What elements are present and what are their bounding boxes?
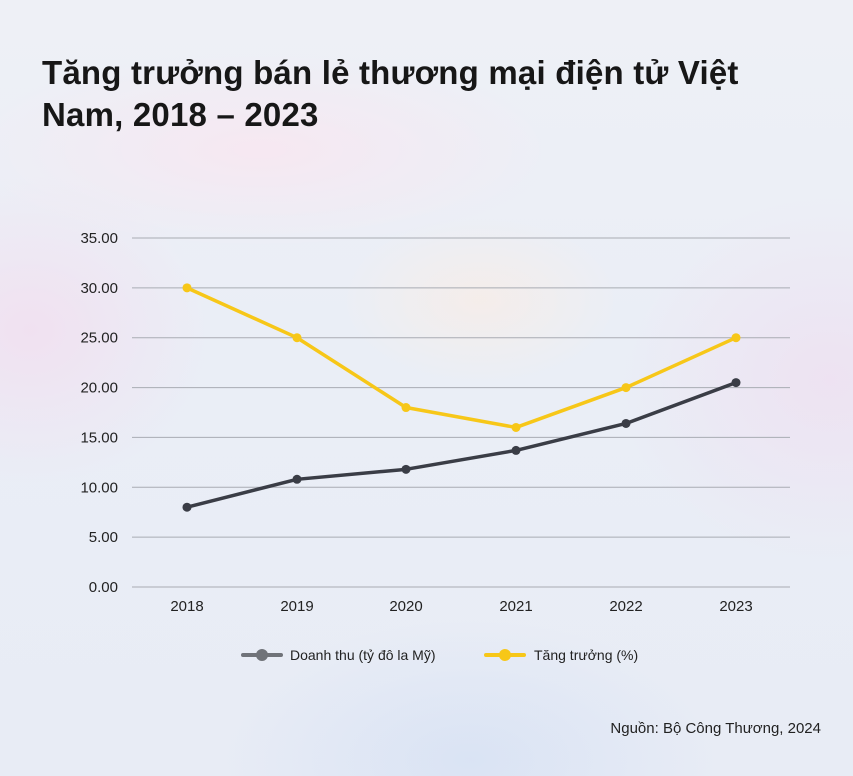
x-tick-label: 2019	[280, 598, 313, 615]
data-point	[401, 464, 411, 474]
x-tick-label: 2021	[499, 598, 532, 615]
data-point	[731, 378, 741, 388]
series-line-0	[185, 380, 738, 509]
legend-label: Tăng trưởng (%)	[534, 647, 638, 663]
legend: Doanh thu (tỷ đô la Mỹ) Tăng trưởng (%)	[241, 647, 638, 663]
y-tick-label: 20.00	[80, 380, 118, 397]
legend-swatch-marker	[256, 649, 268, 661]
gridlines	[132, 237, 790, 588]
data-point	[401, 403, 411, 413]
series-lines	[185, 286, 738, 509]
y-tick-label: 15.00	[80, 429, 118, 446]
source-note: Nguồn: Bộ Công Thương, 2024	[610, 720, 821, 737]
series-line-1	[185, 286, 738, 430]
x-tick-label: 2020	[389, 598, 422, 615]
x-tick-label: 2022	[609, 598, 642, 615]
data-point	[621, 383, 631, 393]
data-point	[731, 333, 741, 343]
series-points	[182, 283, 741, 512]
data-point	[292, 333, 302, 343]
y-axis-ticks: 0.00 5.00 10.00 15.00 20.00 25.00 30.00 35.00	[80, 230, 118, 596]
chart-title: Tăng trưởng bán lẻ thương mại điện tử Vi…	[42, 54, 739, 133]
data-point	[511, 422, 521, 432]
x-tick-label: 2023	[719, 598, 752, 615]
data-point	[621, 418, 631, 428]
data-point	[182, 283, 192, 293]
y-tick-label: 10.00	[80, 479, 118, 496]
x-tick-label: 2018	[170, 598, 203, 615]
legend-label: Doanh thu (tỷ đô la Mỹ)	[290, 647, 436, 663]
y-tick-label: 25.00	[80, 330, 118, 347]
data-point	[511, 445, 521, 455]
y-tick-label: 30.00	[80, 280, 118, 297]
y-tick-label: 5.00	[89, 529, 118, 546]
y-tick-label: 35.00	[80, 230, 118, 247]
legend-swatch-marker	[499, 649, 511, 661]
data-point	[182, 502, 192, 512]
y-tick-label: 0.00	[89, 579, 118, 596]
x-axis-ticks: 2018 2019 2020 2021 2022 2023	[170, 598, 752, 615]
data-point	[292, 474, 302, 484]
